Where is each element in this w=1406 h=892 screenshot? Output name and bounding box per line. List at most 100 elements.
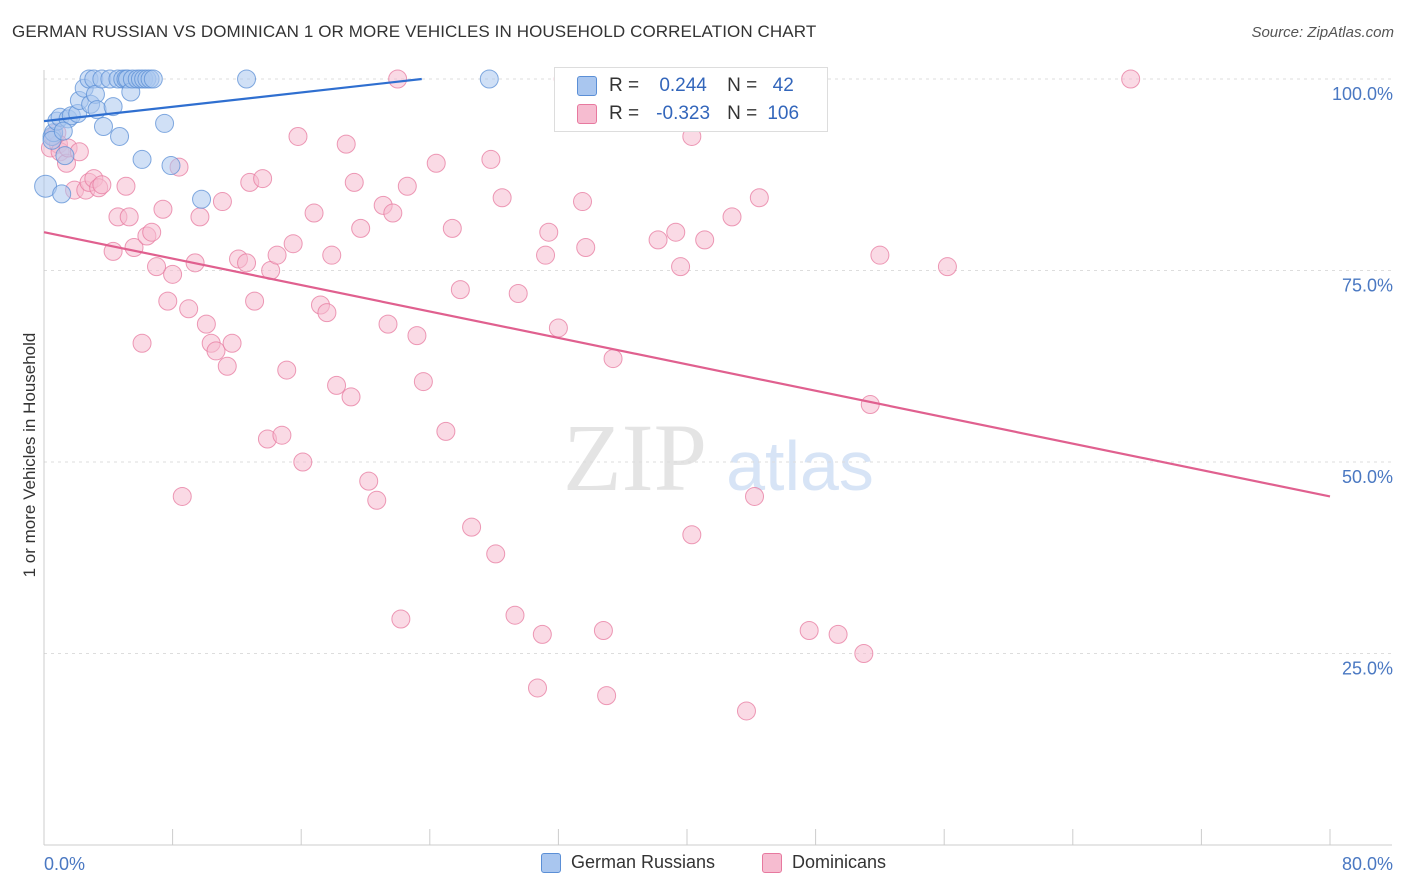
legend-r-value: 0.244 [659,75,707,96]
point-dominicans [378,314,398,334]
point-dominicans [92,175,112,195]
point-dominicans [327,375,347,395]
legend-n-value: 106 [767,103,800,124]
point-dominicans [196,314,216,334]
point-dominicans [383,203,403,223]
point-dominicans [391,609,411,629]
point-dominicans [304,203,324,223]
legend-n-value: 42 [772,75,794,96]
source-label: Source: ZipAtlas.com [1251,24,1394,41]
point-dominicans [937,257,957,277]
point-dominicans [351,218,371,238]
point-dominicans [283,234,303,254]
point-dominicans [486,544,506,564]
point-dominicans [450,280,470,300]
x-tick-label-max: 80.0% [1342,854,1393,874]
point-dominicans [153,199,173,219]
point-dominicans [854,644,874,663]
legend-r-label: R = [609,75,640,96]
point-dominicans [277,360,297,380]
point-german-russians [155,113,175,133]
point-dominicans [799,621,819,641]
legend-r-label: R = [609,103,640,124]
point-dominicans [179,299,199,319]
bottom-legend-dominicans: Dominicans [762,852,886,873]
point-dominicans [217,356,237,376]
point-dominicans [222,333,242,353]
x-tick-label-min: 0.0% [44,854,85,874]
point-dominicans [671,257,691,277]
point-dominicans [341,387,361,407]
point-german-russians [93,116,113,136]
point-dominicans [1121,69,1141,89]
legend-n-label: N = [727,103,758,124]
point-german-russians [237,69,257,89]
point-dominicans [828,624,848,644]
point-dominicans [212,192,232,212]
point-dominicans [505,605,525,625]
point-dominicans [532,624,552,644]
point-dominicans [603,349,623,369]
point-dominicans [147,257,167,277]
point-dominicans [481,149,501,169]
point-german-russians [52,184,72,204]
point-dominicans [388,69,408,89]
point-dominicans [436,421,456,441]
point-dominicans [576,238,596,258]
watermark-zip: ZIP [563,404,707,511]
point-german-russians [103,97,123,117]
point-dominicans [528,678,548,698]
legend-row-dominicans: R = -0.323 N = 106 [577,101,803,127]
point-dominicans [367,490,387,510]
bottom-legend-swatch-dominicans [762,852,782,873]
point-german-russians [161,156,181,176]
point-dominicans [336,134,356,154]
point-dominicans [116,176,136,196]
point-dominicans [745,486,765,506]
legend-r-value: -0.323 [656,103,711,124]
point-dominicans [272,425,292,445]
point-dominicans [426,153,446,173]
point-dominicans [317,303,337,323]
point-dominicans [253,169,273,189]
point-dominicans [492,188,512,208]
legend-swatch-dominicans [577,104,597,124]
trend-line-dominicans [43,231,1331,498]
point-dominicans [573,192,593,212]
point-dominicans [536,245,556,265]
point-dominicans [344,172,364,192]
point-dominicans [682,525,702,545]
y-tick-label: 50.0% [1342,467,1393,487]
y-tick-label: 75.0% [1342,276,1393,296]
point-dominicans [508,283,528,303]
point-dominicans [548,318,568,338]
point-dominicans [172,486,192,506]
point-dominicans [749,188,769,208]
point-german-russians [479,69,499,89]
point-dominicans [237,253,257,273]
point-dominicans [736,701,756,721]
point-german-russians [53,121,73,141]
point-dominicans [119,207,139,227]
point-dominicans [722,207,742,227]
point-dominicans [539,222,559,242]
chart-title: GERMAN RUSSIAN VS DOMINICAN 1 OR MORE VE… [12,22,817,41]
point-dominicans [158,291,178,311]
point-dominicans [206,341,226,361]
point-dominicans [462,517,482,537]
legend-n-label: N = [727,75,758,96]
point-dominicans [245,291,265,311]
point-dominicans [695,230,715,250]
point-german-russians [192,189,212,209]
point-dominicans [413,372,433,392]
point-dominicans [593,621,613,641]
y-tick-label: 100.0% [1332,84,1393,104]
point-dominicans [163,264,183,284]
point-dominicans [597,686,617,706]
point-german-russians [132,149,152,169]
point-dominicans [397,176,417,196]
point-dominicans [322,245,342,265]
point-dominicans [267,245,287,265]
point-dominicans [288,126,308,146]
